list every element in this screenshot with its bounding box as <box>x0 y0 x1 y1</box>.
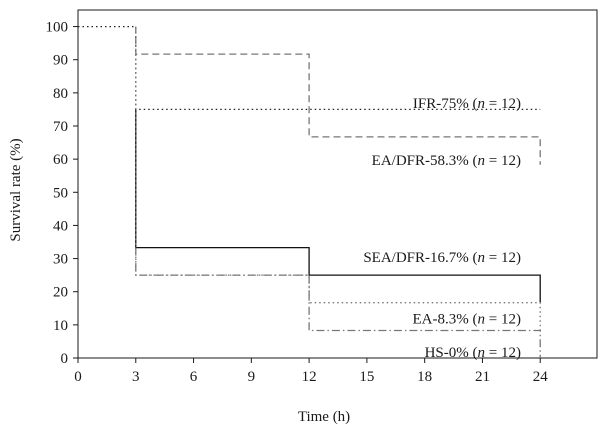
series-labels: IFR-75% (n = 12) EA/DFR-58.3% (n = 12) SEA… <box>363 96 521 361</box>
series-label-ifr-75-: IFR-75% (n = 12) <box>413 96 521 112</box>
y-tick-label: 90 <box>53 53 68 69</box>
x-tick-label: 0 <box>74 369 82 385</box>
x-tick-label: 12 <box>302 369 317 385</box>
y-axis-title: Survival rate (%) <box>8 138 24 241</box>
x-tick-label: 21 <box>475 369 490 385</box>
series-line-hs-0- <box>135 247 541 358</box>
x-tick-label: 18 <box>417 369 432 385</box>
x-tick-label: 3 <box>132 369 140 385</box>
y-tick-label: 60 <box>53 152 68 168</box>
series-label-ea-8-3-: EA-8.3% (n = 12) <box>413 312 521 328</box>
series-line-sea-dfr-16-7- <box>135 109 541 303</box>
y-tick-label: 80 <box>53 86 68 102</box>
series-label-hs-0-: HS-0% (n = 12) <box>425 345 521 361</box>
y-tick-label: 30 <box>53 252 68 268</box>
y-tick-label: 40 <box>53 218 68 234</box>
axes: 0 3 6 9 12 15 18 21 24 0 10 20 30 40 50 60 70 80 90 100 <box>46 9 598 385</box>
plot-frame <box>77 9 598 359</box>
y-tick-label: 20 <box>53 285 68 301</box>
series-line-ea-8-3- <box>135 54 541 331</box>
y-tick-label: 100 <box>46 20 69 36</box>
y-tick-label: 70 <box>53 119 68 135</box>
series-label-ea-dfr-58-3-: EA/DFR-58.3% (n = 12) <box>372 153 521 169</box>
series-lines <box>78 25 541 358</box>
x-tick-label: 9 <box>248 369 256 385</box>
y-tick-label: 50 <box>53 185 68 201</box>
x-tick-label: 6 <box>190 369 198 385</box>
series-line-ea-dfr-58-3- <box>135 26 541 165</box>
x-axis-title: Time (h) <box>298 409 350 425</box>
x-tick-label: 15 <box>359 369 374 385</box>
y-tick-label: 0 <box>61 351 69 367</box>
x-tick-label: 24 <box>533 369 549 385</box>
y-tick-label: 10 <box>53 318 68 334</box>
series-label-sea-dfr-16-7-: SEA/DFR-16.7% (n = 12) <box>363 250 521 266</box>
